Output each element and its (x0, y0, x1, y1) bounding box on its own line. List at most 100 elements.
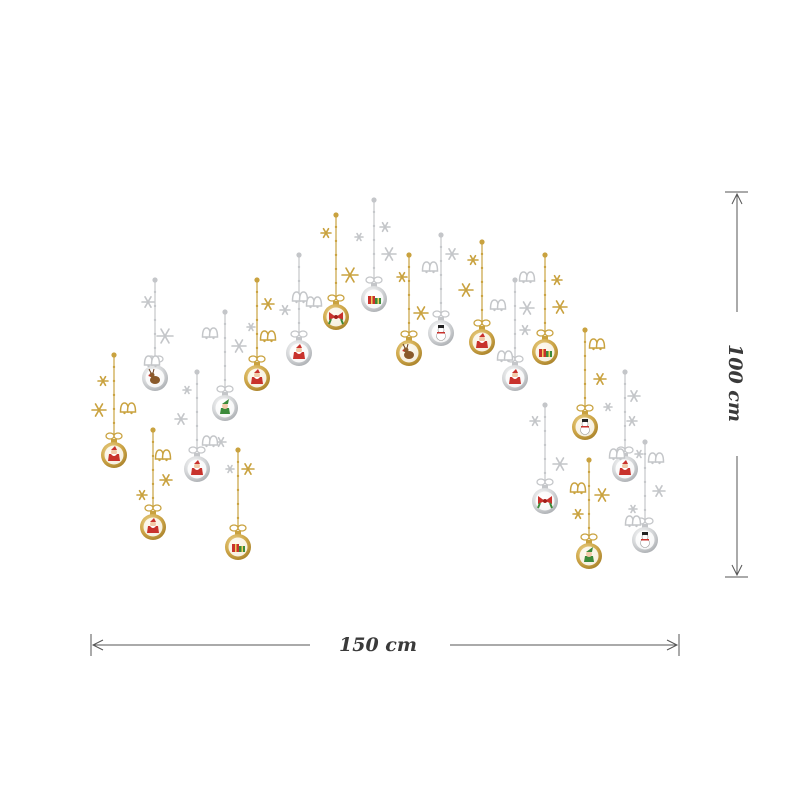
bells-icon (201, 327, 219, 340)
snowflake-icon (174, 413, 188, 425)
bells-icon (421, 261, 439, 274)
height-dimension-line (725, 191, 748, 578)
snowflake-icon (519, 301, 535, 315)
ornament-gift-gold (532, 252, 558, 365)
snowflake-icon (552, 457, 568, 471)
bells-icon (518, 271, 536, 284)
reindeer-icon (148, 368, 160, 384)
ornament-reindeer-gold (396, 252, 422, 366)
ornament-santa-gold (244, 277, 270, 391)
snowflake-icon (603, 402, 613, 412)
gift-icon (368, 296, 381, 304)
snowflake-icon (413, 306, 429, 320)
snowflake-icon (379, 221, 391, 233)
snowflake-icon (159, 474, 173, 486)
bells-icon (291, 291, 309, 304)
ornament-santa-gold (140, 427, 166, 540)
santa-icon (293, 344, 305, 359)
snowflake-icon (445, 248, 459, 260)
santa-icon (509, 369, 521, 384)
snowflake-icon (396, 271, 408, 283)
santa-icon (251, 369, 263, 384)
snowflake-icon (529, 415, 541, 427)
bells-icon (143, 355, 161, 368)
snowflake-icon (594, 488, 610, 502)
bells-icon (154, 449, 172, 462)
ornament-santa-gold (101, 352, 127, 468)
ornament-santa-gold (469, 239, 495, 355)
snowflake-icon (231, 339, 247, 353)
ornament-elf-gold (576, 457, 602, 569)
ornament-santa-silver (184, 369, 210, 482)
snowflake-icon (381, 247, 397, 261)
snowflake-icon (182, 385, 192, 395)
bells-icon (588, 338, 606, 351)
bow-icon (328, 312, 344, 325)
snowflake-icon (136, 489, 148, 501)
bells-icon (305, 296, 323, 309)
snowflake-icon (156, 328, 174, 344)
ornament-santa-silver (502, 277, 528, 391)
ornament-gift-gold (225, 447, 251, 560)
snowflake-icon (279, 304, 291, 316)
ornament-arch (101, 197, 658, 569)
bells-icon (259, 330, 277, 343)
bells-icon (496, 350, 514, 363)
bells-icon (569, 482, 587, 495)
snowflake-icon (634, 449, 644, 459)
snowflake-icon (241, 463, 255, 475)
santa-icon (476, 333, 488, 348)
snowflake-icon (652, 485, 666, 497)
snowman-icon (640, 532, 650, 548)
santa-icon (191, 460, 203, 475)
bow-icon (537, 496, 553, 509)
bells-icon (489, 299, 507, 312)
snowflake-icon (246, 322, 256, 332)
snowflake-icon (572, 508, 584, 520)
snowflake-icon (628, 504, 638, 514)
ornament-elf-silver (212, 309, 238, 421)
bells-icon (647, 452, 665, 465)
ornament-snowman-silver (632, 439, 658, 553)
ornament-bow-gold (323, 212, 349, 330)
ornament-gift-silver (361, 197, 387, 312)
snowflake-icon (627, 390, 641, 402)
snowflake-icon (467, 254, 479, 266)
snowflake-icon (458, 283, 474, 297)
snowflake-icon (225, 464, 235, 474)
snowflake-icon (341, 267, 359, 283)
bells-icon (608, 448, 626, 461)
snowman-icon (580, 419, 590, 435)
width-dimension-label: 150 cm (339, 634, 417, 656)
snowflake-icon (261, 298, 275, 310)
ornament-bow-silver (532, 402, 558, 514)
reindeer-icon (402, 343, 414, 359)
ornament-snowman-gold (572, 327, 598, 440)
snowflake-icon (141, 296, 155, 308)
bell-decorations (119, 261, 665, 528)
width-dimension-line (90, 634, 680, 656)
gift-icon (232, 544, 245, 552)
elf-icon (584, 547, 594, 562)
elf-icon (220, 399, 230, 414)
bells-icon (201, 435, 219, 448)
snowman-icon (436, 325, 446, 341)
snowflake-icon (519, 324, 531, 336)
snowflake-icon (551, 274, 563, 286)
snowflake-icon (626, 415, 638, 427)
snowflake-icon (320, 227, 332, 239)
height-dimension-label: 100 cm (724, 344, 746, 422)
snowflake-icon (91, 403, 107, 417)
bells-icon (624, 515, 642, 528)
snowflake-icon (354, 232, 364, 242)
santa-icon (108, 446, 120, 461)
snowflake-icon (593, 373, 607, 385)
bells-icon (119, 402, 137, 415)
santa-icon (619, 460, 631, 475)
gift-icon (539, 349, 552, 357)
snowflake-decorations (91, 221, 666, 520)
snowflake-icon (97, 375, 109, 387)
ornament-snowman-silver (428, 232, 454, 346)
santa-icon (147, 518, 159, 533)
